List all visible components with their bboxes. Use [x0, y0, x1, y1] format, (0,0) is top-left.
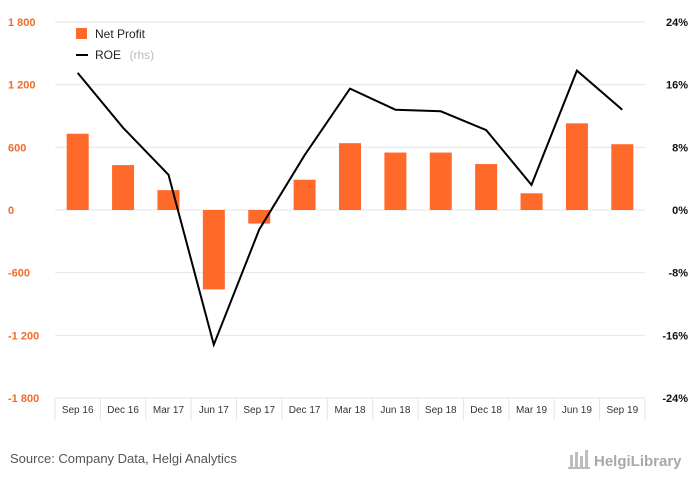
x-tick-label: Dec 18 — [470, 405, 502, 416]
legend-label-rhs: (rhs) — [129, 48, 154, 62]
x-tick-label: Dec 16 — [107, 405, 139, 416]
bar-net-profit-jun-17 — [202, 210, 225, 290]
left-tick-label: -1 200 — [8, 330, 39, 342]
right-tick-label: 8% — [672, 142, 688, 154]
left-tick-label: 1 200 — [8, 80, 36, 92]
bar-net-profit-dec-18 — [475, 164, 498, 210]
left-tick-label: 600 — [8, 142, 26, 154]
left-tick-label: -600 — [8, 268, 30, 280]
left-tick-label: 1 800 — [8, 17, 36, 29]
left-tick-label: 0 — [8, 205, 14, 217]
logo-text: HelgiLibrary — [594, 453, 682, 470]
bar-net-profit-sep-18 — [429, 152, 452, 210]
bar-net-profit-jun-19 — [565, 123, 588, 210]
x-tick-label: Jun 18 — [380, 405, 410, 416]
source-note: Source: Company Data, Helgi Analytics — [10, 451, 237, 466]
line-series — [76, 68, 623, 348]
bar-net-profit-jun-18 — [384, 152, 407, 210]
x-tick-label: Dec 17 — [289, 405, 321, 416]
x-tick-label: Mar 17 — [153, 405, 185, 416]
x-tick-label: Sep 17 — [243, 405, 275, 416]
legend-label-net-profit: Net Profit — [95, 27, 146, 41]
gridlines — [54, 21, 646, 420]
helgi-library-logo: HelgiLibrary — [568, 450, 682, 470]
right-tick-label: -8% — [668, 268, 688, 280]
right-tick-label: 16% — [666, 80, 688, 92]
right-tick-label: -24% — [662, 393, 688, 405]
x-tick-label: Mar 18 — [334, 405, 366, 416]
bar-net-profit-dec-17 — [293, 179, 316, 210]
bar-series — [66, 123, 634, 290]
line-roe — [76, 68, 623, 348]
right-tick-label: 0% — [672, 205, 688, 217]
legend: Net Profit ROE (rhs) — [76, 27, 154, 63]
bar-net-profit-mar-18 — [339, 143, 361, 210]
right-tick-label: 24% — [666, 17, 688, 29]
bar-net-profit-dec-16 — [112, 165, 135, 210]
bar-net-profit-mar-19 — [520, 193, 543, 210]
x-tick-label: Jun 19 — [562, 405, 592, 416]
bar-net-profit-sep-16 — [66, 133, 89, 210]
x-tick-label: Sep 19 — [606, 405, 638, 416]
legend-swatch-net-profit — [76, 28, 87, 39]
legend-label-roe-group: ROE (rhs) — [95, 46, 154, 63]
right-axis: 24% 16% 8% 0% -8% -16% -24% — [662, 17, 688, 405]
right-tick-label: -16% — [662, 330, 688, 342]
left-axis: 1 800 1 200 600 0 -600 -1 200 -1 800 — [8, 17, 39, 405]
left-tick-label: -1 800 — [8, 393, 39, 405]
logo-books-icon — [568, 450, 590, 469]
legend-label-roe: ROE — [95, 48, 121, 62]
x-axis: Sep 16 Dec 16 Mar 17 Jun 17 Sep 17 Dec 17 Mar … — [62, 405, 639, 416]
x-tick-label: Mar 19 — [516, 405, 548, 416]
x-tick-label: Sep 18 — [425, 405, 457, 416]
bar-net-profit-sep-19 — [611, 144, 634, 210]
x-tick-label: Jun 17 — [199, 405, 229, 416]
x-tick-label: Sep 16 — [62, 405, 94, 416]
